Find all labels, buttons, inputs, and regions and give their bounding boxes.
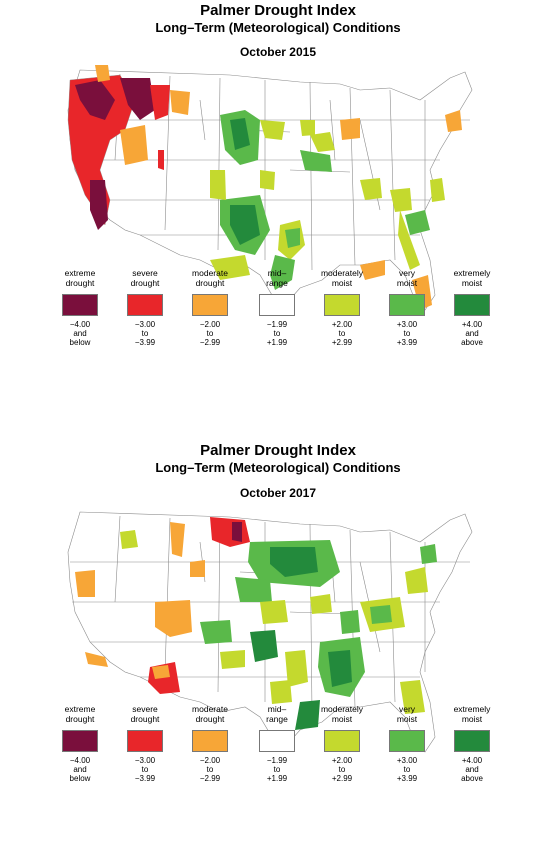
legend-item-extremely-moist: extremely moist +4.00 and above bbox=[453, 704, 491, 783]
legend-item-severe: severe drought −3.00 to −3.99 bbox=[110, 268, 180, 347]
legend-swatch bbox=[454, 294, 490, 316]
legend-item-mid: mid– range −1.99 to +1.99 bbox=[242, 704, 312, 783]
legend-item-severe: severe drought −3.00 to −3.99 bbox=[110, 704, 180, 783]
us-drought-map-2015 bbox=[67, 65, 473, 311]
legend-swatch bbox=[454, 730, 490, 752]
legend-swatch bbox=[62, 730, 98, 752]
map-title: Palmer Drought Index bbox=[200, 2, 356, 19]
legend-item-moderate: moderate drought −2.00 to −2.99 bbox=[192, 268, 228, 347]
map-date: October 2017 bbox=[239, 486, 317, 500]
map-subtitle: Long–Term (Meteorological) Conditions bbox=[155, 460, 401, 475]
map-panel-2017: Palmer Drought Index Long–Term (Meteorol… bbox=[0, 440, 556, 848]
legend-swatch bbox=[389, 294, 425, 316]
legend-swatch bbox=[389, 730, 425, 752]
legend-swatch bbox=[127, 730, 163, 752]
legend-item-very-moist: very moist +3.00 to +3.99 bbox=[372, 268, 442, 347]
legend-item-moderately-moist: moderately moist +2.00 to +2.99 bbox=[320, 268, 364, 347]
legend-swatch bbox=[324, 294, 360, 316]
legend-swatch bbox=[324, 730, 360, 752]
legend-swatch bbox=[192, 294, 228, 316]
legend-item-moderate: moderate drought −2.00 to −2.99 bbox=[192, 704, 228, 783]
legend-swatch bbox=[259, 294, 295, 316]
legend-item-very-moist: very moist +3.00 to +3.99 bbox=[372, 704, 442, 783]
map-panel-2015: Palmer Drought Index Long–Term (Meteorol… bbox=[0, 0, 556, 420]
legend-item-extreme: extreme drought −4.00 and below bbox=[45, 704, 115, 783]
map-title: Palmer Drought Index bbox=[200, 442, 356, 459]
legend-item-extremely-moist: extremely moist +4.00 and above bbox=[453, 268, 491, 347]
legend-swatch bbox=[62, 294, 98, 316]
legend-item-extreme: extreme drought −4.00 and below bbox=[45, 268, 115, 347]
legend-swatch bbox=[259, 730, 295, 752]
legend-swatch bbox=[192, 730, 228, 752]
legend-swatch bbox=[127, 294, 163, 316]
us-drought-map-2017 bbox=[67, 511, 473, 753]
map-date: October 2015 bbox=[239, 45, 317, 59]
legend-item-mid: mid– range −1.99 to +1.99 bbox=[242, 268, 312, 347]
legend-item-moderately-moist: moderately moist +2.00 to +2.99 bbox=[320, 704, 364, 783]
map-subtitle: Long–Term (Meteorological) Conditions bbox=[155, 20, 401, 35]
